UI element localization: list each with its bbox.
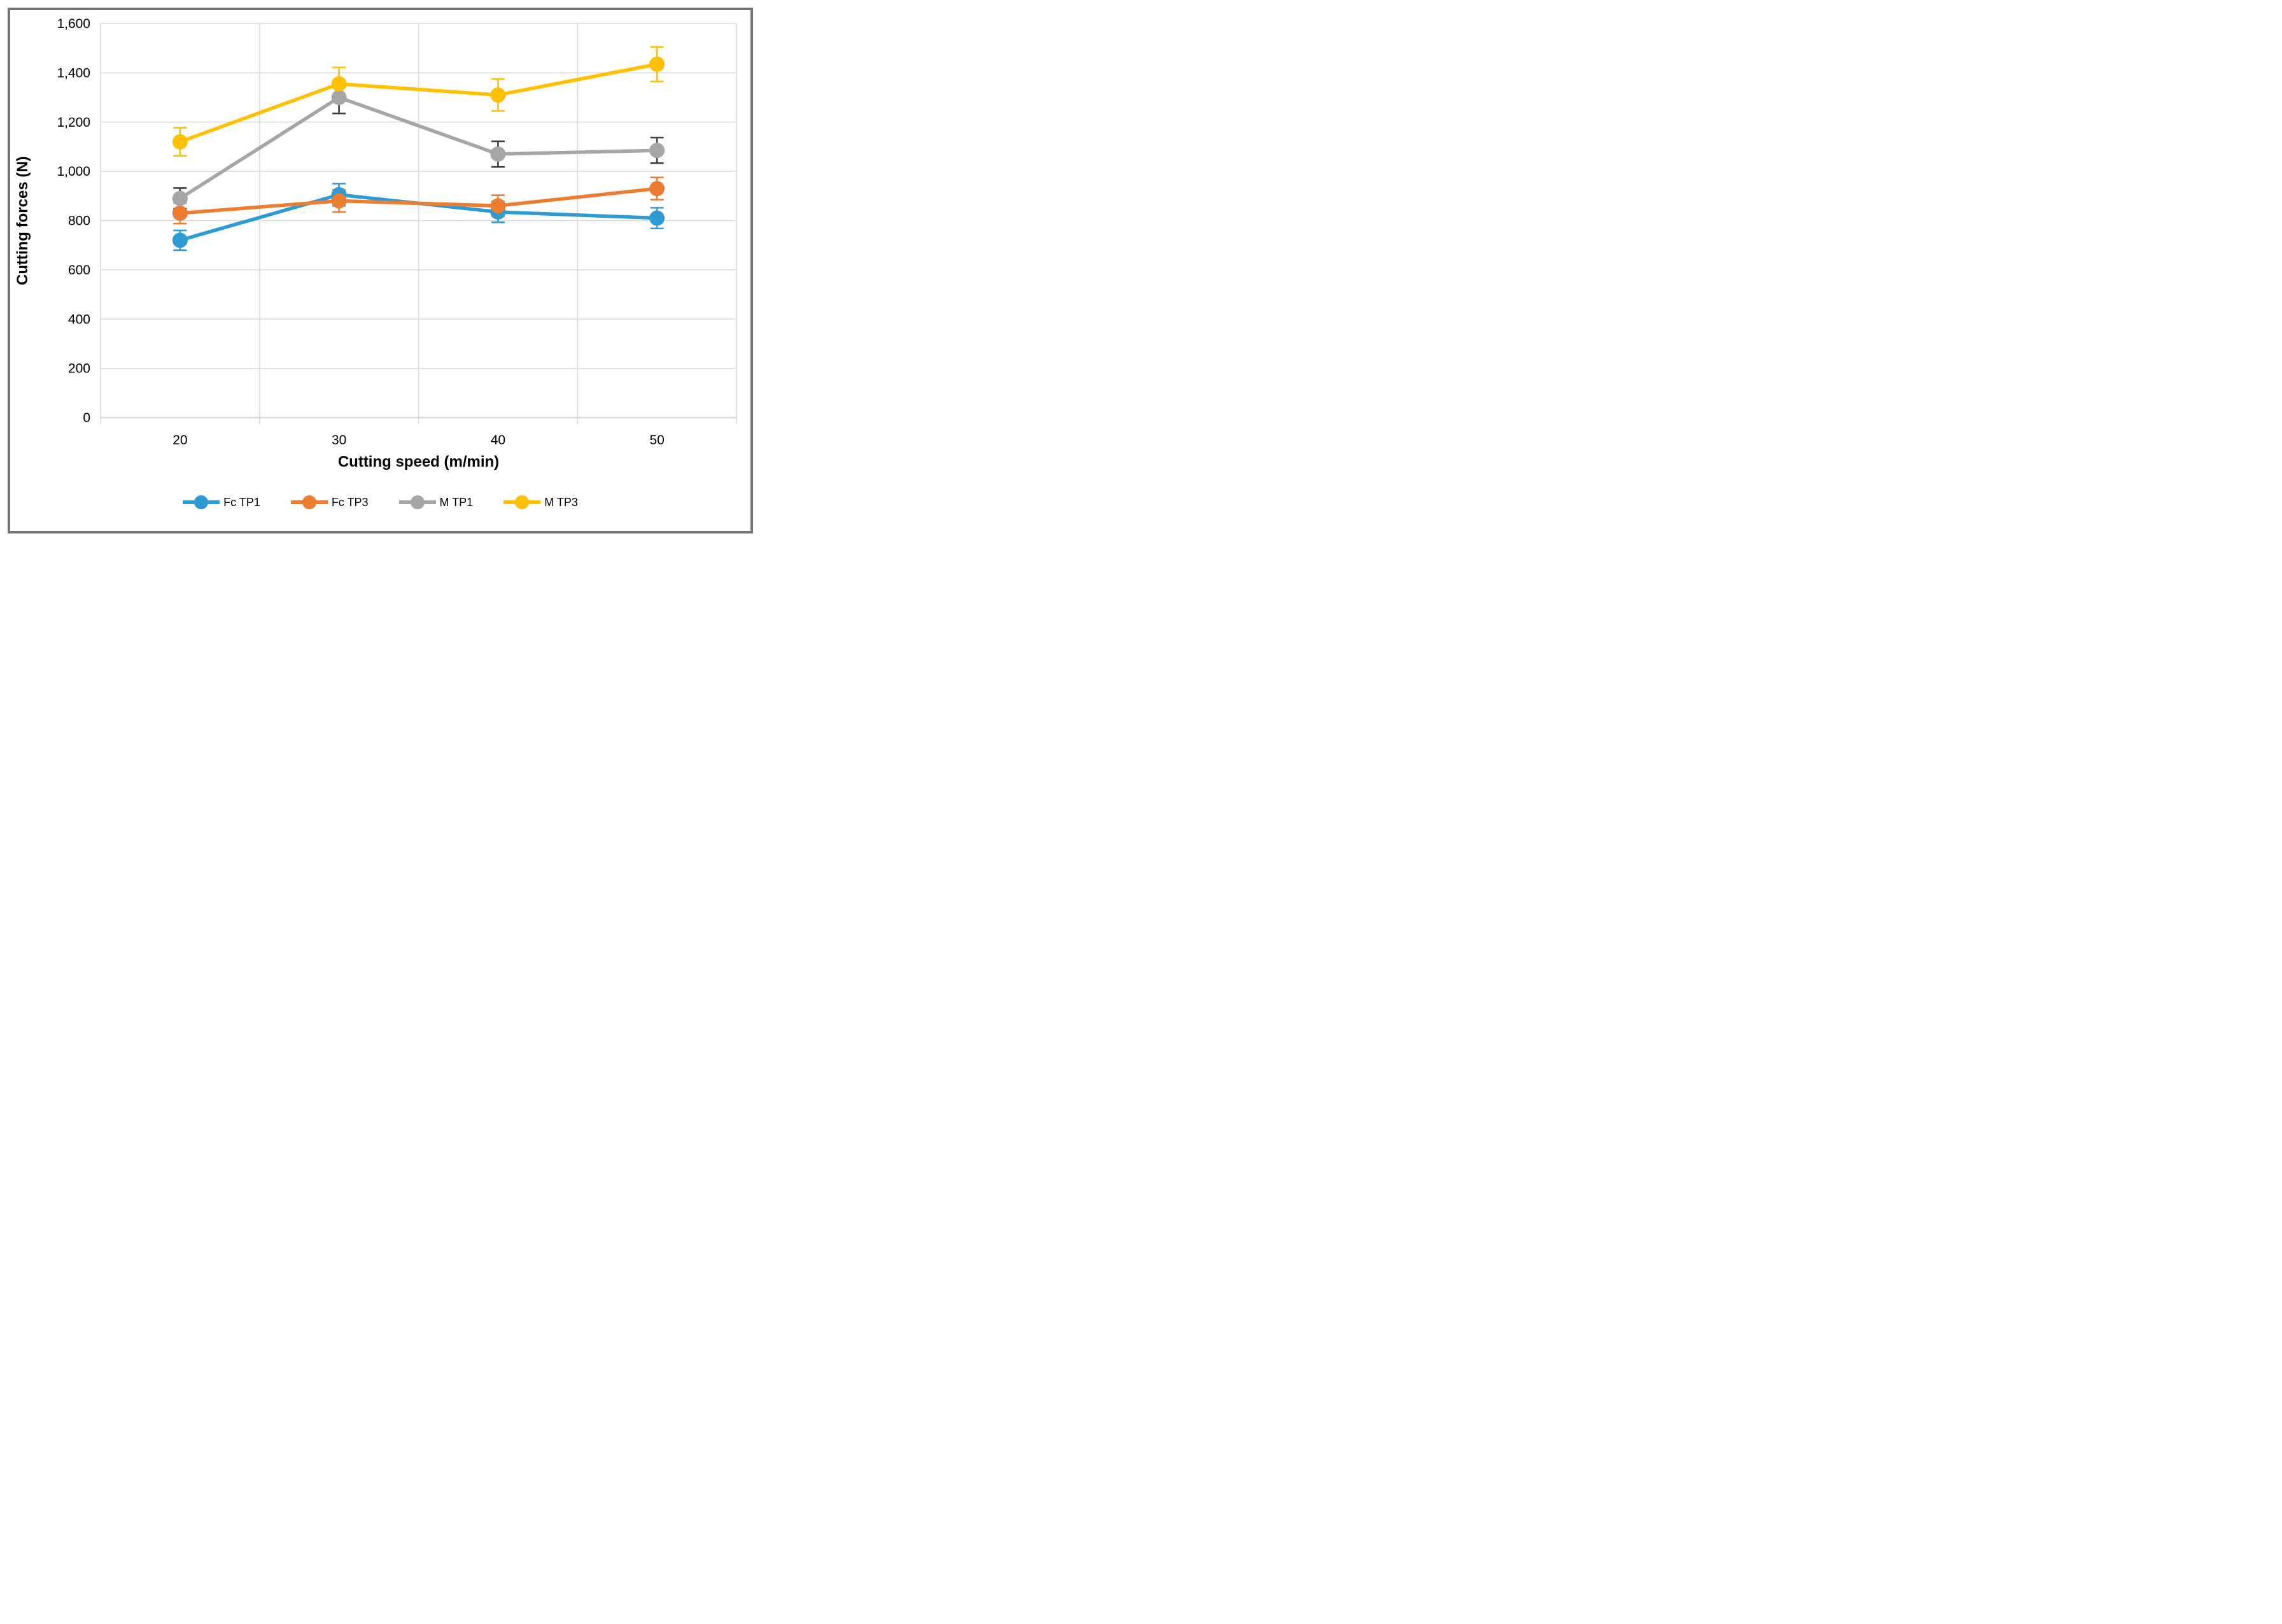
data-point-m-tp1 <box>331 90 347 106</box>
data-point-m-tp1 <box>490 146 506 162</box>
data-point-m-tp3 <box>331 76 347 92</box>
y-axis-title: Cutting forces (N) <box>14 156 31 285</box>
chart-area: 0 200 400 600 800 1,000 1,200 1,400 1,600 20 30 40 5… <box>57 17 737 448</box>
y-tick-label: 1,400 <box>57 66 90 80</box>
data-point-m-tp3 <box>490 87 506 103</box>
legend-item-m-tp3: M TP3 <box>504 494 578 511</box>
data-point-fc-tp3 <box>649 181 665 197</box>
y-tick-label: 0 <box>83 411 90 425</box>
legend-label: Fc TP3 <box>331 495 369 509</box>
y-tick-label: 800 <box>68 214 90 229</box>
figure: 0 200 400 600 800 1,000 1,200 1,400 1,600 20 30 40 5… <box>0 0 761 541</box>
series-line-m-tp3 <box>179 62 658 144</box>
x-axis-title: Cutting speed (m/min) <box>337 453 500 470</box>
legend-item-m-tp1: M TP1 <box>398 494 474 511</box>
legend-item-fc-tp1: Fc TP1 <box>183 494 260 511</box>
y-tick-label: 1,000 <box>57 164 90 179</box>
data-point-fc-tp3 <box>172 205 188 221</box>
x-tick-label: 50 <box>649 433 664 448</box>
legend-label: M TP1 <box>439 495 474 509</box>
data-point-m-tp3 <box>172 134 188 150</box>
legend-label: Fc TP1 <box>223 495 260 509</box>
x-tick-label: 40 <box>491 433 505 448</box>
y-tick-label: 400 <box>68 312 90 327</box>
legend-label: M TP3 <box>544 495 578 509</box>
y-tick-label: 600 <box>68 263 90 278</box>
data-point-m-tp1 <box>172 190 188 206</box>
legend-marker <box>504 495 541 509</box>
x-tick-label: 30 <box>332 433 346 448</box>
data-point-fc-tp3 <box>490 198 506 214</box>
series-line-m-tp1 <box>179 95 658 201</box>
x-tick-label: 20 <box>173 433 187 448</box>
legend-marker <box>290 495 328 509</box>
y-tick-label: 1,200 <box>57 115 90 130</box>
legend: Fc TP1 Fc TP3 M TP1 M TP3 <box>0 494 761 511</box>
series-line-fc-tp3 <box>180 187 658 215</box>
data-point-m-tp3 <box>649 56 665 72</box>
y-tick-label: 1,600 <box>57 17 90 31</box>
data-point-fc-tp1 <box>172 232 188 248</box>
legend-marker <box>183 495 220 509</box>
figure-border <box>8 8 753 533</box>
data-point-m-tp1 <box>649 143 665 159</box>
legend-marker <box>398 495 436 509</box>
data-point-fc-tp1 <box>649 210 665 226</box>
y-tick-label: 200 <box>68 362 90 376</box>
legend-item-fc-tp3: Fc TP3 <box>290 494 369 511</box>
data-point-fc-tp3 <box>331 193 347 209</box>
